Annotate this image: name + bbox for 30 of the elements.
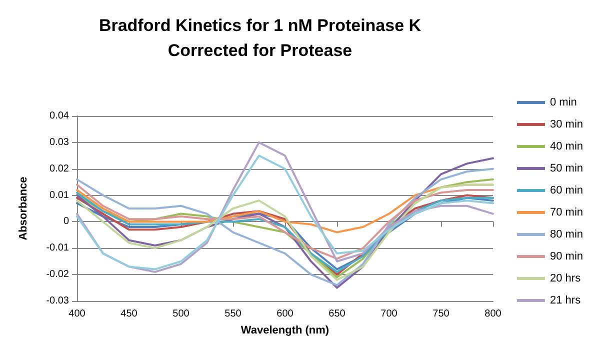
x-tick-label: 650: [328, 308, 346, 320]
y-tick-label: -0.01: [46, 242, 70, 254]
legend-label: 0 min: [550, 96, 577, 108]
legend-label: 90 min: [550, 250, 584, 262]
legend-label: 50 min: [550, 162, 584, 174]
legend-label: 30 min: [550, 118, 584, 130]
chart-title: Bradford Kinetics for 1 nM Proteinase K Corrected for Protease: [98, 16, 422, 60]
y-tick-label: 0.04: [50, 110, 70, 122]
legend-label: 21 hrs: [550, 294, 582, 306]
legend-label: 20 hrs: [550, 272, 582, 284]
x-tick-label: 500: [172, 308, 190, 320]
y-tick-label: 0.02: [50, 163, 70, 174]
y-tick-label: 0.01: [50, 190, 70, 201]
x-tick-label: 800: [484, 308, 502, 320]
y-axis-title: Absorbance: [18, 176, 30, 240]
legend-label: 80 min: [550, 228, 584, 240]
legend-label: 60 min: [550, 184, 584, 196]
y-tick-label: -0.03: [46, 296, 70, 306]
legend-label: 40 min: [550, 140, 584, 152]
x-tick-label: 700: [380, 308, 398, 320]
x-tick-label: 550: [224, 308, 242, 320]
x-tick-label: 600: [276, 308, 294, 320]
x-tick-label: 750: [432, 308, 450, 320]
y-tick-label: 0.03: [50, 136, 70, 148]
x-tick-label: 400: [68, 308, 86, 320]
x-tick-label: 450: [120, 308, 138, 320]
y-tick-label: -0.02: [46, 269, 70, 280]
y-tick-label: 0: [63, 216, 70, 228]
legend-label: 70 min: [550, 206, 584, 218]
x-axis-title: Wavelength (nm): [240, 324, 330, 336]
